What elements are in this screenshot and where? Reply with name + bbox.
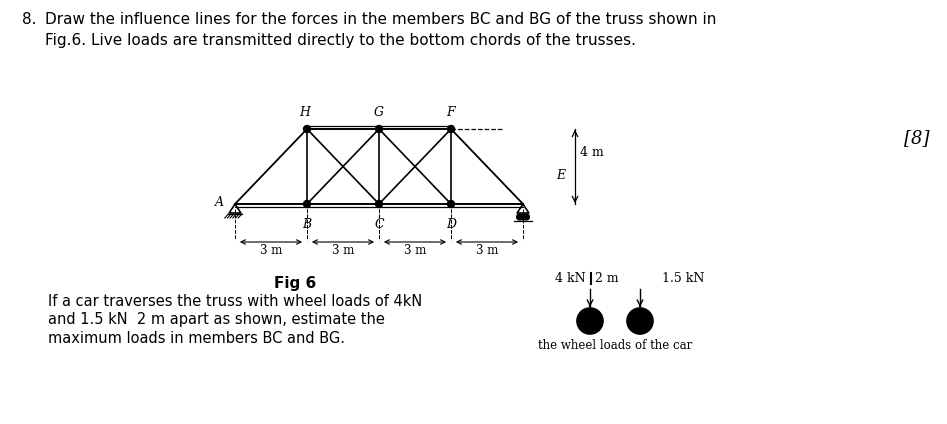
- Circle shape: [376, 126, 383, 132]
- Circle shape: [303, 201, 311, 207]
- Circle shape: [627, 308, 653, 334]
- Text: 8.: 8.: [22, 12, 37, 27]
- Text: F: F: [447, 106, 456, 119]
- Text: maximum loads in members BC and BG.: maximum loads in members BC and BG.: [48, 331, 345, 346]
- Text: Fig 6: Fig 6: [274, 276, 316, 291]
- Text: the wheel loads of the car: the wheel loads of the car: [538, 339, 692, 352]
- Text: Draw the influence lines for the forces in the members BC and BG of the truss sh: Draw the influence lines for the forces …: [45, 12, 716, 48]
- Text: [8]: [8]: [904, 129, 930, 147]
- Circle shape: [516, 214, 523, 220]
- Text: 3 m: 3 m: [475, 244, 498, 257]
- Circle shape: [520, 214, 526, 220]
- Text: D: D: [446, 218, 456, 231]
- Text: B: B: [302, 218, 312, 231]
- Text: G: G: [374, 106, 384, 119]
- Text: A: A: [215, 195, 224, 209]
- Text: and 1.5 kN  2 m apart as shown, estimate the: and 1.5 kN 2 m apart as shown, estimate …: [48, 312, 384, 327]
- Circle shape: [577, 308, 603, 334]
- Text: 3 m: 3 m: [403, 244, 426, 257]
- Text: H: H: [299, 106, 311, 119]
- Text: 3 m: 3 m: [259, 244, 282, 257]
- Text: C: C: [374, 218, 384, 231]
- Text: 1.5 kN: 1.5 kN: [662, 272, 705, 285]
- Text: 4 m: 4 m: [580, 146, 604, 159]
- Circle shape: [303, 126, 311, 132]
- Text: E: E: [556, 169, 565, 182]
- Text: 2 m: 2 m: [595, 272, 618, 285]
- Text: If a car traverses the truss with wheel loads of 4kN: If a car traverses the truss with wheel …: [48, 294, 422, 309]
- Circle shape: [448, 201, 455, 207]
- Text: 4 kN: 4 kN: [555, 272, 586, 285]
- Circle shape: [448, 126, 455, 132]
- Circle shape: [376, 201, 383, 207]
- Text: 3 m: 3 m: [331, 244, 354, 257]
- Circle shape: [524, 214, 529, 220]
